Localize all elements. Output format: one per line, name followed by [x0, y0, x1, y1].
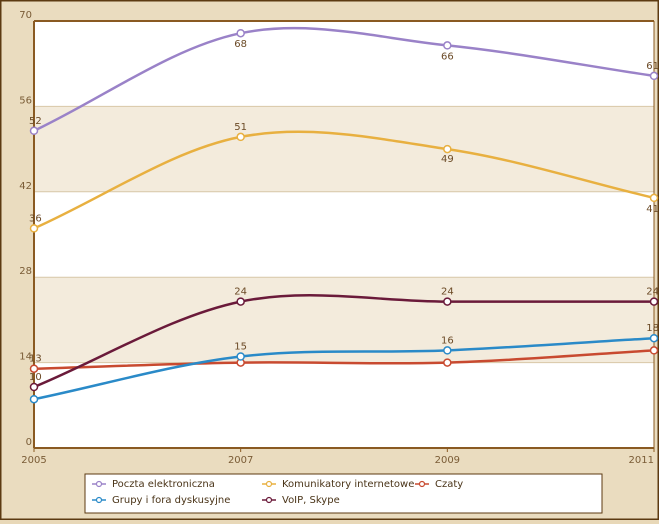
data-point — [29, 126, 39, 136]
data-point — [443, 346, 452, 355]
y-tick-label: 14 — [19, 352, 32, 363]
data-point — [29, 364, 39, 373]
data-point — [236, 352, 245, 361]
data-point — [443, 41, 452, 50]
data-label: 61 — [646, 61, 659, 72]
data-point — [443, 297, 452, 306]
data-point — [649, 333, 659, 343]
y-tick-label: 28 — [19, 266, 32, 277]
data-label: 36 — [29, 213, 42, 224]
y-tick-label: 42 — [19, 181, 32, 192]
data-label: 51 — [234, 122, 247, 133]
data-label: 13 — [29, 354, 42, 365]
series-line — [33, 349, 655, 370]
data-label: 52 — [29, 116, 42, 127]
data-label: 15 — [234, 342, 247, 353]
data-label: 24 — [234, 287, 247, 298]
data-label: 49 — [441, 154, 454, 165]
data-point — [236, 28, 245, 38]
data-label: 10 — [29, 372, 42, 383]
data-label: 66 — [441, 51, 454, 62]
legend-swatch-marker — [265, 480, 273, 488]
data-label: 41 — [646, 204, 659, 215]
series-line — [33, 336, 655, 401]
data-point — [443, 358, 452, 367]
data-label: 68 — [234, 39, 247, 50]
y-tick-label: 70 — [19, 10, 32, 21]
data-point — [649, 71, 659, 81]
legend-label: Komunikatory internetowe — [282, 479, 414, 490]
y-tick-label: 56 — [19, 95, 32, 106]
series-line — [33, 26, 655, 132]
legend-swatch-marker — [95, 480, 103, 488]
plot-band — [34, 106, 654, 192]
data-point — [443, 144, 452, 154]
data-label: 24 — [646, 287, 659, 298]
series-line — [33, 294, 654, 389]
legend: Poczta elektroniczna Komunikatory interne… — [84, 473, 603, 514]
data-point — [649, 193, 659, 203]
legend-label: Czaty — [435, 479, 463, 490]
data-point — [649, 297, 659, 306]
legend-swatch-marker — [265, 496, 273, 504]
legend-label: Grupy i fora dyskusyjne — [112, 495, 230, 506]
data-label: 16 — [441, 335, 454, 346]
y-tick-label: 0 — [26, 437, 32, 448]
legend-label: Poczta elektroniczna — [112, 479, 215, 490]
x-tick-label: 2011 — [629, 455, 654, 466]
data-point — [236, 132, 245, 142]
legend-swatch-marker — [418, 480, 426, 488]
data-point — [29, 382, 39, 392]
data-point — [29, 394, 39, 404]
data-point — [236, 297, 245, 306]
legend-swatch-marker — [95, 496, 103, 504]
plot-band — [34, 277, 654, 363]
x-tick-label: 2009 — [435, 455, 460, 466]
legend-label: VoIP, Skype — [282, 495, 340, 506]
data-point — [649, 346, 659, 355]
data-label: 24 — [441, 287, 454, 298]
x-tick-label: 2007 — [228, 455, 253, 466]
legend-box — [84, 473, 603, 514]
data-label: 18 — [646, 323, 659, 334]
series-line — [33, 130, 655, 230]
plot-area — [34, 21, 654, 448]
data-point — [29, 224, 39, 233]
x-tick-label: 2005 — [21, 455, 46, 466]
